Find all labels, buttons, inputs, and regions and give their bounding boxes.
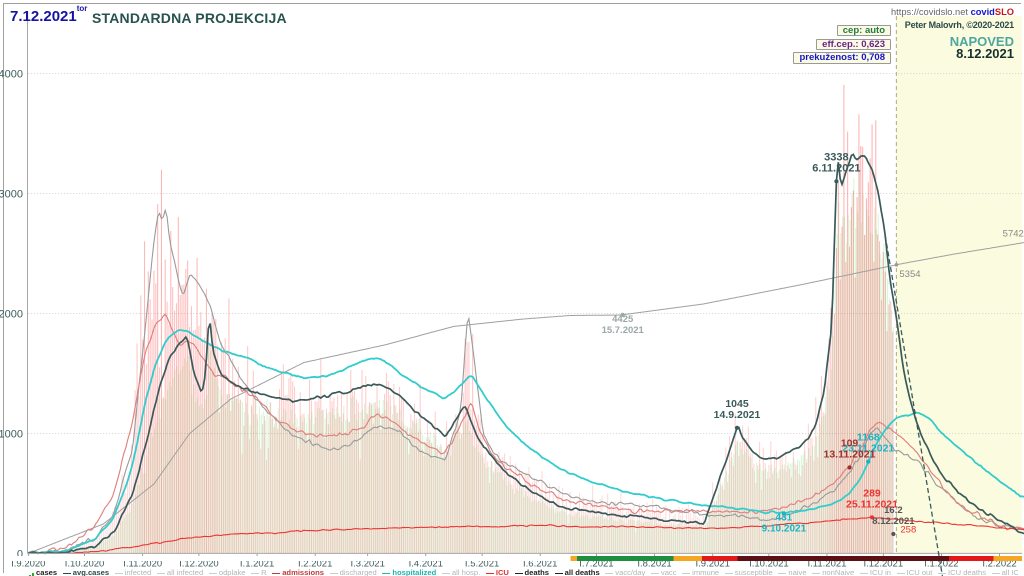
- svg-text:4000: 4000: [0, 68, 23, 80]
- svg-text:1000: 1000: [0, 428, 23, 440]
- svg-text:431: 431: [776, 512, 793, 523]
- svg-text:258: 258: [900, 524, 916, 535]
- svg-text:2000: 2000: [0, 308, 23, 320]
- svg-text:5354: 5354: [899, 269, 920, 280]
- svg-text:4425: 4425: [612, 314, 634, 325]
- svg-text:3000: 3000: [0, 188, 23, 200]
- svg-text:13.11.2021: 13.11.2021: [824, 449, 876, 461]
- svg-text:5742: 5742: [1003, 228, 1024, 239]
- svg-text:6.11.2021: 6.11.2021: [812, 162, 860, 174]
- svg-text:9.10.2021: 9.10.2021: [762, 523, 807, 534]
- svg-text:15.7.2021: 15.7.2021: [602, 325, 645, 336]
- svg-text:16.2: 16.2: [884, 505, 903, 516]
- svg-text:14.9.2021: 14.9.2021: [714, 409, 761, 421]
